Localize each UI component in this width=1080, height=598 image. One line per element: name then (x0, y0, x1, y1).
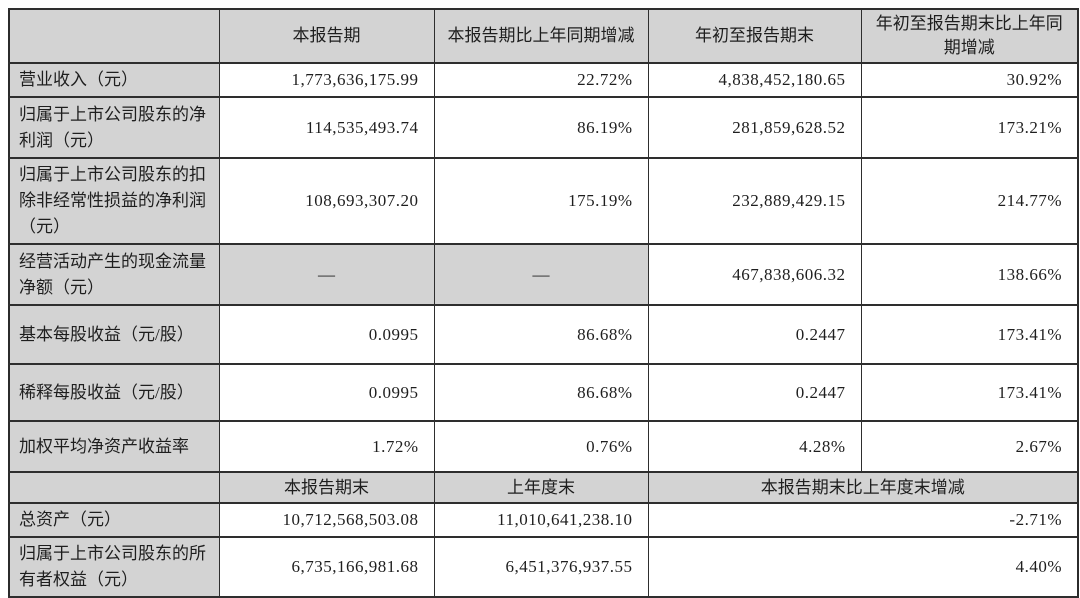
value-cell: 214.77% (860, 157, 1079, 245)
table-row-net-profit: 归属于上市公司股东的净利润（元） 114,535,493.74 86.19% 2… (8, 96, 1079, 159)
value-cell: 4.28% (647, 420, 862, 473)
col-header-end-of-last-year: 上年度末 (433, 471, 649, 504)
row-label: 稀释每股收益（元/股） (8, 363, 220, 422)
value-cell: 173.41% (860, 304, 1079, 365)
row-label: 归属于上市公司股东的扣除非经常性损益的净利润（元） (8, 157, 220, 245)
value-cell: 0.2447 (647, 304, 862, 365)
table-row-net-profit-excl-nonrecurring: 归属于上市公司股东的扣除非经常性损益的净利润（元） 108,693,307.20… (8, 157, 1079, 245)
value-cell: 175.19% (433, 157, 649, 245)
value-cell-na: — (218, 243, 435, 306)
table-row-diluted-eps: 稀释每股收益（元/股） 0.0995 86.68% 0.2447 173.41% (8, 363, 1079, 422)
table-row-equity-attributable-to-shareholders: 归属于上市公司股东的所有者权益（元） 6,735,166,981.68 6,45… (8, 536, 1079, 598)
table-row-total-assets: 总资产（元） 10,712,568,503.08 11,010,641,238.… (8, 502, 1079, 538)
table-row-basic-eps: 基本每股收益（元/股） 0.0995 86.68% 0.2447 173.41% (8, 304, 1079, 365)
table-row-weighted-avg-roe: 加权平均净资产收益率 1.72% 0.76% 4.28% 2.67% (8, 420, 1079, 473)
value-cell: 173.21% (860, 96, 1079, 159)
value-cell: 6,735,166,981.68 (218, 536, 435, 598)
col-header-current-period: 本报告期 (218, 8, 435, 64)
value-cell: 138.66% (860, 243, 1079, 306)
row-label: 基本每股收益（元/股） (8, 304, 220, 365)
row-label: 归属于上市公司股东的所有者权益（元） (8, 536, 220, 598)
value-cell: 4,838,452,180.65 (647, 62, 862, 98)
value-cell: 114,535,493.74 (218, 96, 435, 159)
col-header-year-to-date: 年初至报告期末 (647, 8, 862, 64)
col-header-period-end-vs-last-year-change: 本报告期末比上年度末增减 (647, 471, 1079, 504)
corner-empty-cell (8, 471, 220, 504)
col-header-end-of-period: 本报告期末 (218, 471, 435, 504)
value-cell: 86.68% (433, 363, 649, 422)
corner-empty-cell (8, 8, 220, 64)
value-cell: 86.19% (433, 96, 649, 159)
value-cell: 2.67% (860, 420, 1079, 473)
value-cell: 1.72% (218, 420, 435, 473)
value-cell: 4.40% (647, 536, 1079, 598)
value-cell: 232,889,429.15 (647, 157, 862, 245)
value-cell: 108,693,307.20 (218, 157, 435, 245)
period-end-header-row: 本报告期末 上年度末 本报告期末比上年度末增减 (8, 471, 1079, 504)
value-cell-na: — (433, 243, 649, 306)
value-cell: 86.68% (433, 304, 649, 365)
row-label: 总资产（元） (8, 502, 220, 538)
value-cell: 1,773,636,175.99 (218, 62, 435, 98)
table-row-operating-cash-flow: 经营活动产生的现金流量净额（元） — — 467,838,606.32 138.… (8, 243, 1079, 306)
value-cell: 6,451,376,937.55 (433, 536, 649, 598)
value-cell: 0.2447 (647, 363, 862, 422)
value-cell: 173.41% (860, 363, 1079, 422)
value-cell: 0.0995 (218, 363, 435, 422)
row-label: 归属于上市公司股东的净利润（元） (8, 96, 220, 159)
col-header-year-to-date-yoy-change: 年初至报告期末比上年同期增减 (860, 8, 1079, 64)
financial-summary-table: 本报告期 本报告期比上年同期增减 年初至报告期末 年初至报告期末比上年同期增减 … (8, 8, 1079, 598)
period-header-row: 本报告期 本报告期比上年同期增减 年初至报告期末 年初至报告期末比上年同期增减 (8, 8, 1079, 64)
row-label: 经营活动产生的现金流量净额（元） (8, 243, 220, 306)
table-row-revenue: 营业收入（元） 1,773,636,175.99 22.72% 4,838,45… (8, 62, 1079, 98)
col-header-current-period-yoy-change: 本报告期比上年同期增减 (433, 8, 649, 64)
value-cell: 467,838,606.32 (647, 243, 862, 306)
value-cell: 30.92% (860, 62, 1079, 98)
value-cell: 0.76% (433, 420, 649, 473)
row-label: 加权平均净资产收益率 (8, 420, 220, 473)
value-cell: -2.71% (647, 502, 1079, 538)
value-cell: 0.0995 (218, 304, 435, 365)
value-cell: 281,859,628.52 (647, 96, 862, 159)
value-cell: 10,712,568,503.08 (218, 502, 435, 538)
row-label: 营业收入（元） (8, 62, 220, 98)
value-cell: 22.72% (433, 62, 649, 98)
value-cell: 11,010,641,238.10 (433, 502, 649, 538)
